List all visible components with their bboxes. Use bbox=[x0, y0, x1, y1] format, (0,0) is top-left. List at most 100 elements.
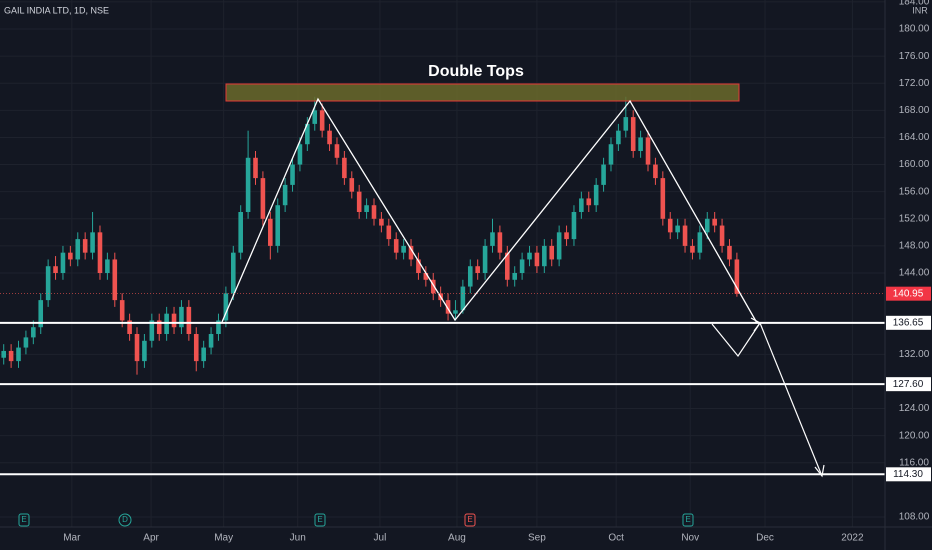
x-tick-label: Nov bbox=[681, 533, 699, 544]
candle-body bbox=[564, 232, 569, 240]
candle-body bbox=[712, 218, 717, 226]
x-tick-label: Jul bbox=[374, 533, 387, 544]
candle-body bbox=[579, 198, 584, 212]
candle-body bbox=[134, 334, 140, 362]
candle-body bbox=[105, 259, 110, 273]
candle-body bbox=[53, 266, 58, 273]
level-label: 136.65 bbox=[893, 317, 924, 328]
candle-body bbox=[142, 340, 147, 362]
event-icon bbox=[118, 513, 132, 527]
candles bbox=[1, 96, 740, 375]
x-tick-label: Dec bbox=[756, 533, 774, 544]
candle-body bbox=[497, 232, 503, 253]
candle-body bbox=[16, 347, 21, 362]
resistance-zone bbox=[225, 83, 740, 102]
candle-body bbox=[593, 184, 599, 206]
grid bbox=[0, 0, 885, 527]
candle-body bbox=[290, 164, 295, 185]
candle-body bbox=[186, 306, 192, 334]
candle-body bbox=[216, 320, 221, 334]
candle-body bbox=[282, 184, 288, 206]
candle-body bbox=[519, 259, 525, 273]
event-icon bbox=[18, 513, 30, 527]
candle-body bbox=[586, 198, 592, 206]
y-tick-label: 168.00 bbox=[899, 105, 930, 116]
candle-body bbox=[505, 252, 510, 280]
candle-body bbox=[319, 110, 325, 131]
event-label: E bbox=[685, 515, 690, 524]
candle-body bbox=[38, 300, 44, 328]
candle-body bbox=[475, 266, 480, 273]
event-label: E bbox=[317, 515, 322, 524]
y-tick-label: 176.00 bbox=[899, 51, 930, 62]
candle-body bbox=[238, 212, 243, 253]
event-label: E bbox=[467, 515, 472, 524]
candle-body bbox=[208, 334, 214, 348]
x-tick-label: Sep bbox=[528, 533, 546, 544]
event-label: D bbox=[122, 515, 128, 524]
candle-body bbox=[327, 130, 332, 145]
event-icons: E D E E E bbox=[18, 513, 694, 527]
candle-body bbox=[275, 205, 281, 246]
candle-body bbox=[356, 191, 362, 212]
candle-body bbox=[45, 266, 51, 301]
last-price-bg bbox=[886, 286, 931, 301]
candle-body bbox=[608, 144, 614, 165]
candle-body bbox=[179, 306, 184, 328]
candle-body bbox=[164, 313, 169, 334]
candle-body bbox=[416, 259, 421, 273]
event-icon bbox=[314, 513, 326, 527]
levels: 136.65 127.60 114.30 140.95 bbox=[0, 286, 931, 482]
candle-body bbox=[386, 225, 392, 240]
y-tick-label: 152.00 bbox=[899, 213, 930, 224]
candle-body bbox=[371, 205, 377, 219]
x-tick-label: Aug bbox=[448, 533, 466, 544]
y-tick-label: 180.00 bbox=[899, 24, 930, 35]
candle-body bbox=[364, 205, 369, 212]
y-tick-label: 120.00 bbox=[899, 430, 930, 441]
candle-body bbox=[667, 218, 673, 233]
candle-body bbox=[193, 334, 199, 362]
candle-body bbox=[616, 130, 621, 145]
candle-body bbox=[223, 293, 229, 321]
y-tick-label: 116.00 bbox=[899, 457, 929, 468]
candle-body bbox=[68, 252, 73, 260]
y-tick-label: 132.00 bbox=[899, 349, 930, 360]
candle-body bbox=[393, 239, 399, 253]
candle-body bbox=[312, 110, 318, 124]
x-tick-label: 2022 bbox=[841, 533, 864, 544]
y-tick-label: 164.00 bbox=[899, 132, 930, 143]
candle-body bbox=[534, 252, 540, 267]
candle-body bbox=[660, 178, 666, 219]
candle-body bbox=[623, 117, 629, 131]
event-icon bbox=[682, 513, 694, 527]
chart-title: GAIL INDIA LTD, 1D, NSE bbox=[4, 5, 109, 15]
candle-body bbox=[334, 144, 340, 158]
event-label: E bbox=[21, 515, 26, 524]
candle-body bbox=[201, 347, 206, 362]
candle-body bbox=[127, 320, 132, 334]
candle-body bbox=[423, 273, 429, 280]
candle-body bbox=[349, 178, 355, 192]
x-tick-label: Oct bbox=[608, 533, 624, 544]
candle-body bbox=[549, 245, 555, 260]
candle-body bbox=[556, 232, 562, 260]
arrow-head bbox=[814, 464, 825, 478]
candle-body bbox=[453, 310, 458, 314]
candle-body bbox=[467, 266, 473, 287]
annotation: Double Tops bbox=[428, 63, 524, 80]
candle-body bbox=[97, 232, 103, 273]
candle-body bbox=[260, 178, 266, 219]
x-tick-label: May bbox=[214, 533, 233, 544]
candle-body bbox=[490, 232, 495, 246]
y-tick-label: 124.00 bbox=[899, 403, 930, 414]
candle-body bbox=[82, 239, 88, 253]
candle-body bbox=[230, 252, 236, 294]
candle-body bbox=[1, 350, 6, 358]
candle-body bbox=[60, 252, 66, 273]
candle-body bbox=[149, 320, 155, 341]
candle-body bbox=[119, 300, 125, 321]
candle-body bbox=[23, 337, 29, 348]
candle-body bbox=[297, 144, 303, 165]
